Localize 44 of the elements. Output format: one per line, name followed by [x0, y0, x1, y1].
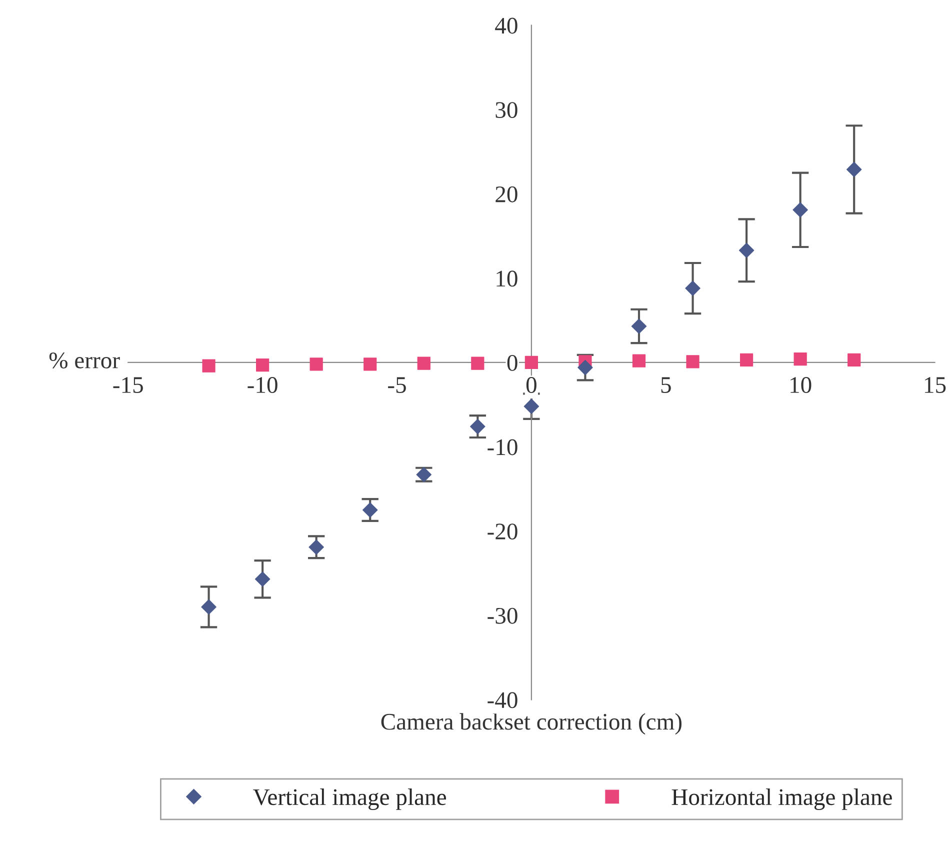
y-tick-label: -30 [488, 608, 518, 624]
x-tick-label: 15 [925, 377, 946, 393]
y-tick-label: 10 [496, 270, 518, 287]
x-tick-label: -15 [113, 377, 143, 393]
point [470, 418, 486, 434]
point [578, 360, 593, 376]
point [471, 356, 484, 370]
y-tick-label: 20 [496, 186, 518, 202]
y-tick-label: -20 [488, 524, 518, 540]
point [417, 356, 430, 370]
point [308, 539, 324, 555]
legend-label: Vertical image plane [253, 788, 446, 810]
y-axis-title: % error [49, 352, 120, 368]
point [738, 242, 754, 258]
y-tick-label: -10 [488, 439, 518, 456]
point [254, 572, 270, 587]
point [524, 398, 540, 414]
x-tick-label: -5 [388, 377, 406, 393]
point [631, 318, 647, 334]
point [362, 502, 378, 518]
x-tick-label: 0 [526, 377, 536, 393]
y-tick-label: -40 [488, 692, 518, 708]
point [794, 352, 807, 366]
point [256, 358, 270, 372]
x-tick-label: -10 [248, 377, 278, 393]
x-tick-label: 5 [661, 377, 671, 393]
point [202, 359, 216, 372]
x-tick-label: 10 [790, 377, 812, 393]
point [364, 358, 377, 371]
legend-label: Horizontal image plane [672, 788, 892, 810]
point [310, 358, 323, 371]
point [524, 356, 538, 370]
point [686, 355, 700, 368]
point [201, 599, 216, 615]
point [685, 280, 700, 296]
x-axis-title: Camera backset correction (cm) [381, 713, 682, 735]
point [846, 162, 862, 178]
y-tick-label: 30 [496, 102, 518, 118]
point [632, 354, 646, 368]
point [848, 353, 861, 367]
point [740, 353, 754, 367]
y-tick-label: 40 [495, 18, 518, 34]
point [792, 202, 808, 218]
y-tick-label: 0 [507, 354, 518, 371]
